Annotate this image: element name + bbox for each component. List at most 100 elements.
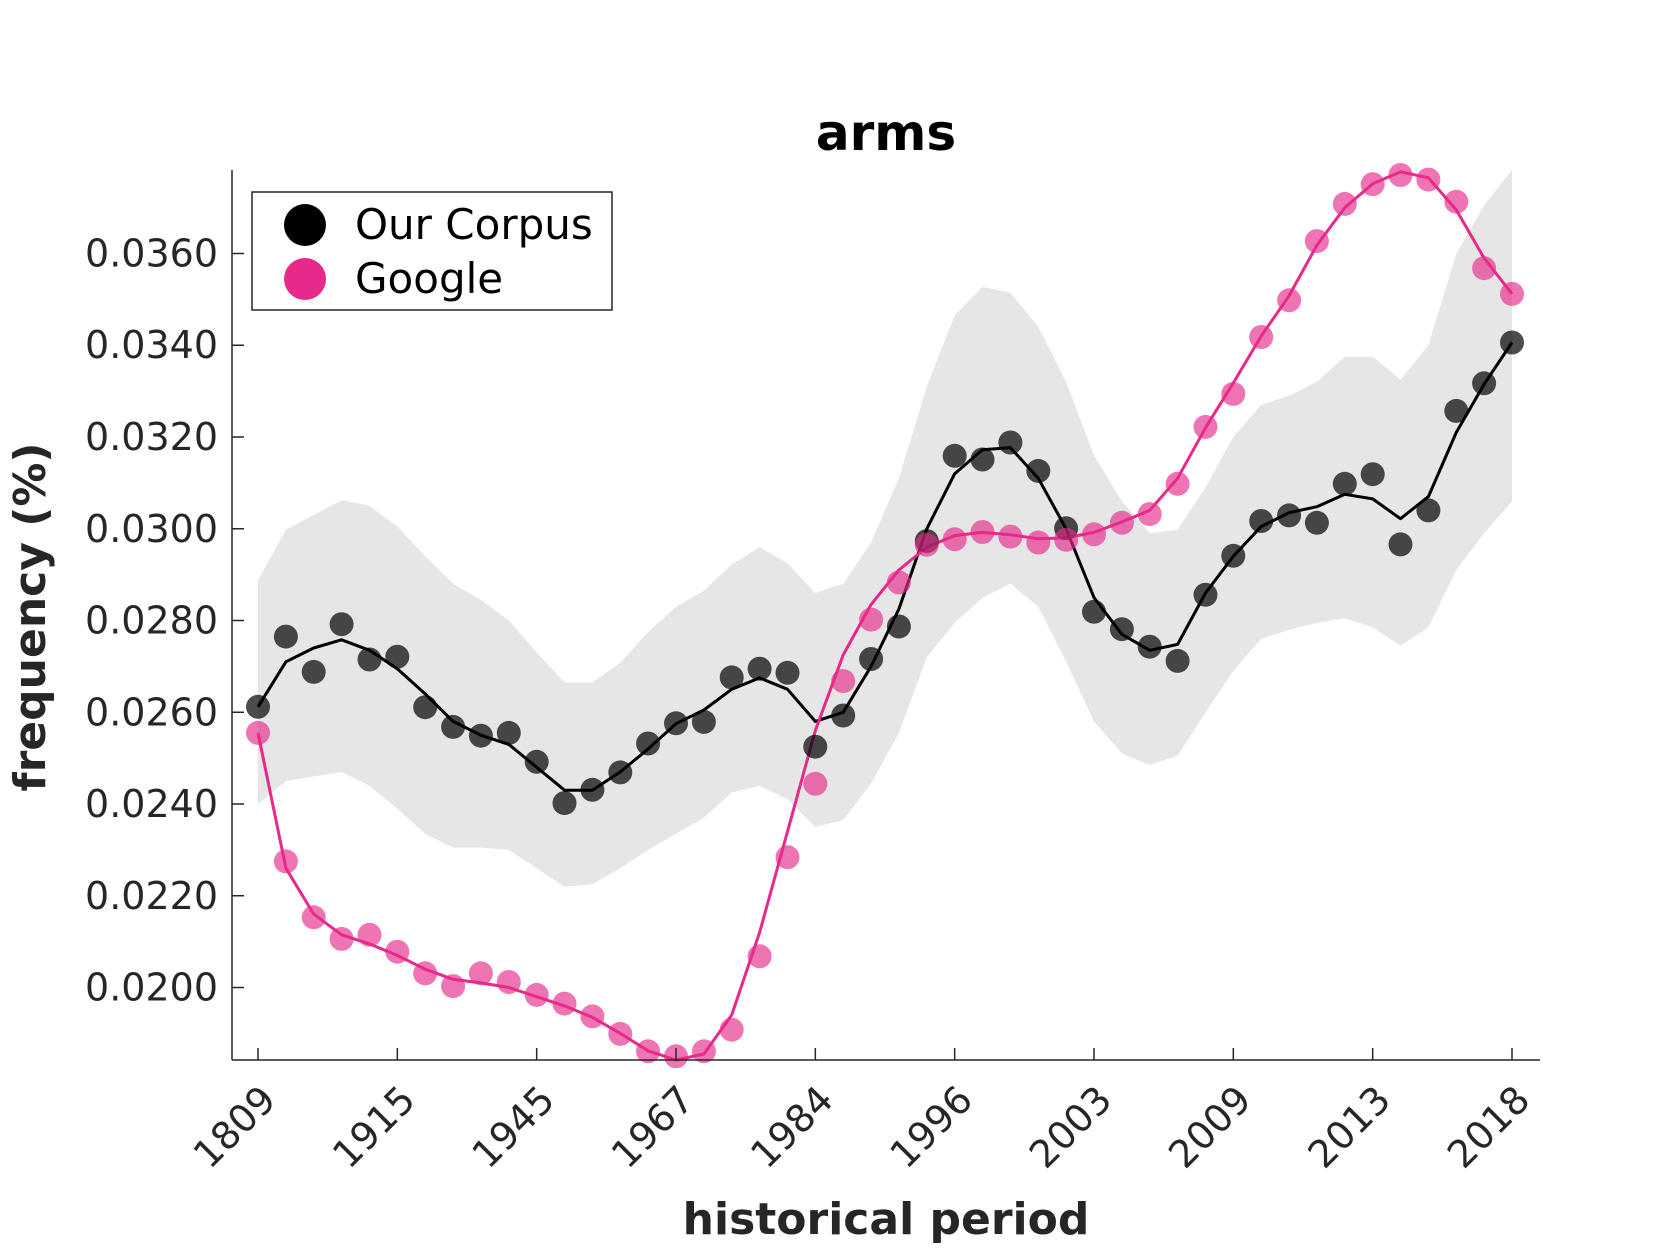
y-tick-label: 0.0360 (85, 231, 218, 275)
legend-marker-google (284, 258, 326, 300)
data-point-google (273, 849, 298, 874)
data-point-our-corpus (775, 660, 800, 685)
data-point-google (859, 607, 884, 632)
data-point-google (580, 1004, 605, 1029)
data-point-google (1165, 471, 1190, 496)
legend-label-our-corpus: Our Corpus (355, 200, 593, 249)
y-tick-label: 0.0220 (85, 874, 218, 918)
data-point-google (385, 939, 410, 964)
data-point-our-corpus (301, 659, 326, 684)
x-tick-label: 1996 (882, 1077, 982, 1177)
y-tick-label: 0.0240 (85, 782, 218, 826)
legend-label-google: Google (355, 254, 503, 303)
data-point-our-corpus (496, 720, 521, 745)
data-point-google (691, 1039, 716, 1064)
data-point-our-corpus (1304, 510, 1329, 535)
data-point-google (329, 926, 354, 951)
data-point-google (886, 570, 911, 595)
data-point-google (552, 991, 577, 1016)
data-point-our-corpus (664, 711, 688, 736)
data-point-our-corpus (636, 731, 661, 756)
confidence-band-area (258, 170, 1512, 887)
data-point-our-corpus (859, 647, 884, 671)
data-point-google (468, 961, 493, 986)
data-point-our-corpus (719, 665, 744, 690)
data-point-google (998, 524, 1023, 549)
data-point-google (1304, 229, 1329, 254)
y-tick-label: 0.0300 (85, 507, 218, 551)
y-axis-title: frequency (%) (5, 442, 56, 791)
series-points (246, 163, 1524, 1069)
data-point-google (1249, 325, 1274, 349)
data-point-google (1221, 381, 1246, 406)
y-tick-label: 0.0340 (85, 323, 218, 367)
data-point-google (301, 905, 326, 930)
data-point-our-corpus (1444, 398, 1469, 423)
data-point-google (914, 532, 939, 557)
data-point-our-corpus (803, 734, 828, 759)
data-point-our-corpus (886, 614, 911, 639)
x-tick-label: 2009 (1160, 1077, 1260, 1177)
data-point-our-corpus (747, 656, 772, 681)
data-point-our-corpus (413, 695, 438, 720)
data-point-google (441, 974, 466, 999)
data-point-our-corpus (552, 791, 577, 816)
data-point-our-corpus (524, 749, 549, 774)
x-tick-label: 1945 (464, 1077, 564, 1177)
data-point-our-corpus (1109, 617, 1134, 642)
x-tick-label: 1967 (603, 1077, 703, 1177)
y-tick-label: 0.0200 (85, 966, 218, 1010)
y-tick-labels: 0.0200 0.0220 0.0240 0.0260 0.0280 0.0300 0.03… (85, 231, 218, 1009)
y-tick-label: 0.0280 (85, 599, 218, 643)
data-point-google (1388, 163, 1413, 187)
x-tick-label: 2003 (1021, 1077, 1121, 1177)
data-point-our-corpus (942, 443, 967, 468)
series-line-google (256, 170, 1514, 1062)
legend-marker-our-corpus (284, 204, 326, 246)
data-point-our-corpus (1082, 599, 1106, 624)
data-point-google (1416, 167, 1441, 192)
data-point-google (1082, 522, 1106, 547)
data-point-google (831, 669, 856, 694)
data-point-our-corpus (329, 612, 354, 637)
chart-title: arms (816, 104, 956, 162)
x-tick-label: 1809 (185, 1077, 285, 1177)
data-point-google (636, 1039, 661, 1064)
data-point-our-corpus (580, 777, 605, 802)
data-point-google (942, 527, 967, 552)
data-point-google (496, 970, 521, 994)
data-point-our-corpus (1472, 371, 1497, 396)
data-point-google (970, 520, 995, 544)
data-point-google (747, 944, 772, 969)
data-point-our-corpus (998, 430, 1023, 455)
data-point-our-corpus (831, 703, 856, 728)
data-point-our-corpus (1221, 543, 1246, 568)
x-tick-label: 1984 (742, 1077, 842, 1177)
data-point-google (413, 961, 438, 986)
data-point-google (246, 720, 270, 745)
y-tick-label: 0.0320 (85, 415, 218, 459)
data-point-our-corpus (1500, 330, 1524, 355)
data-point-google (803, 771, 828, 796)
data-point-our-corpus (273, 624, 298, 649)
data-point-google (524, 982, 549, 1007)
data-point-google (1109, 510, 1134, 535)
data-point-our-corpus (970, 447, 995, 472)
x-tick-label: 1915 (324, 1077, 424, 1177)
data-point-our-corpus (1026, 458, 1051, 483)
data-point-our-corpus (1137, 634, 1162, 659)
y-tick-label: 0.0260 (85, 690, 218, 734)
data-point-our-corpus (1416, 498, 1441, 523)
x-tick-label: 2018 (1439, 1077, 1539, 1177)
confidence-band (258, 170, 1512, 887)
data-point-our-corpus (1360, 462, 1385, 487)
series-lines (256, 170, 1514, 1062)
data-point-our-corpus (385, 644, 410, 669)
data-point-our-corpus (691, 709, 716, 734)
data-point-google (1026, 530, 1051, 555)
x-axis-title: historical period (683, 1194, 1090, 1245)
data-point-google (1054, 527, 1079, 552)
x-tick-labels: 1809 1915 1945 1967 1984 1996 2003 2009 2013 2018 (185, 1077, 1539, 1177)
legend: Our Corpus Google (251, 191, 613, 311)
data-point-google (357, 922, 382, 947)
